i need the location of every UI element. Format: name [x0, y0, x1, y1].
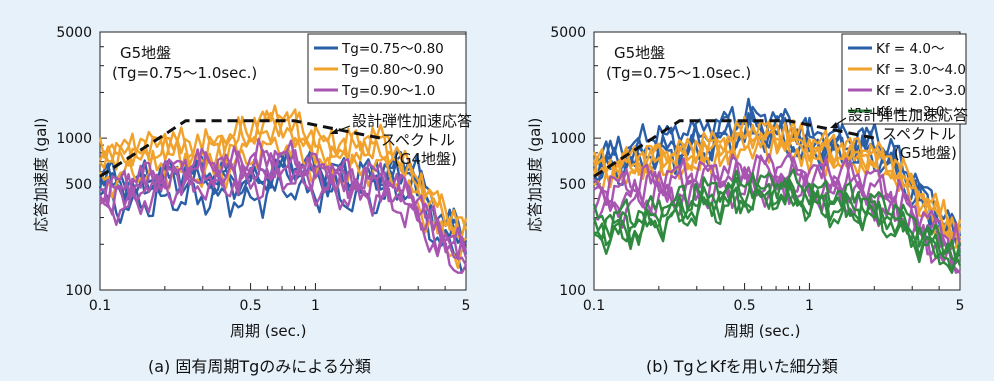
x-tick-label: 0.1: [583, 298, 605, 314]
x-axis-label: 周期 (sec.): [724, 322, 801, 340]
caption: (b) TgとKfを用いた細分類: [646, 357, 838, 376]
design-label-line3: (G4地盤): [394, 150, 457, 168]
legend: Tg=0.75～0.80 Tg=0.80～0.90 Tg=0.90～1.0: [307, 33, 467, 104]
y-tick-label: 100: [559, 283, 586, 299]
series-line: [98, 108, 468, 237]
design-label-line1: 設計弾性加速応答: [848, 106, 968, 124]
design-label-line1: 設計弾性加速応答: [352, 112, 472, 130]
design-spectrum-line: [99, 119, 381, 178]
y-tick-label: 1000: [56, 131, 92, 147]
y-tick-label: 100: [65, 283, 92, 299]
design-label-line2: スペクトル: [882, 125, 956, 143]
y-tick-label: 500: [65, 177, 92, 193]
y-axis-label: 応答加速度 (gal): [526, 118, 544, 232]
legend-label: Tg=0.75～0.80: [341, 41, 444, 57]
y-axis-label: 応答加速度 (gal): [32, 118, 50, 232]
x-tick-label: 1: [805, 298, 814, 314]
x-tick-label: 0.5: [733, 298, 755, 314]
design-label: 設計弾性加速応答 スペクトル (G5地盤): [830, 106, 968, 162]
legend-label: Tg=0.80～0.90: [341, 62, 444, 78]
y-tick-label: 500: [559, 177, 586, 193]
x-tick-label: 5: [462, 298, 471, 314]
legend-label: Kf = 2.0～3.0: [876, 83, 966, 99]
series-line: [592, 127, 962, 249]
design-label-line2: スペクトル: [381, 131, 455, 149]
legend-label: Kf = 3.0～4.0: [876, 62, 966, 78]
series-line: [592, 105, 962, 237]
series-line: [592, 168, 962, 261]
panel-a: 0.1 0.5 1 5 100 500 1000 5000 G5地盤 (Tg=0.75～1.0…: [32, 25, 472, 376]
caption: (a) 固有周期Tgのみによる分類: [148, 357, 371, 376]
design-spectrum-line: [593, 119, 875, 178]
series-line: [593, 181, 962, 274]
annotation-sub: (Tg=0.75～1.0sec.): [606, 64, 751, 82]
design-label-line3: (G5地盤): [894, 144, 957, 162]
series-line: [98, 161, 468, 274]
y-tick-label: 1000: [550, 131, 586, 147]
series-line: [592, 176, 962, 274]
arrowhead-icon: [830, 122, 838, 128]
legend-label: Kf = ～2.0: [876, 104, 944, 120]
x-tick-label: 0.5: [239, 298, 261, 314]
y-tick-label: 5000: [550, 25, 586, 41]
series-line: [592, 115, 962, 243]
series-line: [99, 148, 468, 266]
design-label: 設計弾性加速応答 スペクトル (G4地盤): [330, 112, 472, 168]
panel-b: 0.1 0.5 1 5 100 500 1000 5000 G5地盤 (Tg=0.75～1.0…: [526, 25, 968, 376]
annotation-title: G5地盤: [120, 44, 171, 62]
legend: Kf = 4.0～ Kf = 3.0～4.0 Kf = 2.0～3.0 Kf = ～2…: [841, 33, 967, 125]
series-line: [98, 104, 468, 239]
annotation-sub: (Tg=0.75～1.0sec.): [112, 64, 257, 82]
legend-label: Kf = 4.0～: [876, 41, 944, 57]
legend-label: Tg=0.90～1.0: [341, 83, 435, 99]
x-tick-label: 5: [956, 298, 965, 314]
series-line: [593, 110, 962, 251]
annotation-title: G5地盤: [614, 44, 665, 62]
arrowhead-icon: [330, 128, 338, 134]
x-axis-label: 周期 (sec.): [230, 322, 307, 340]
series-line: [593, 151, 962, 253]
x-tick-label: 1: [311, 298, 320, 314]
x-tick-label: 0.1: [89, 298, 111, 314]
y-tick-label: 5000: [56, 25, 92, 41]
series-line: [593, 171, 961, 263]
